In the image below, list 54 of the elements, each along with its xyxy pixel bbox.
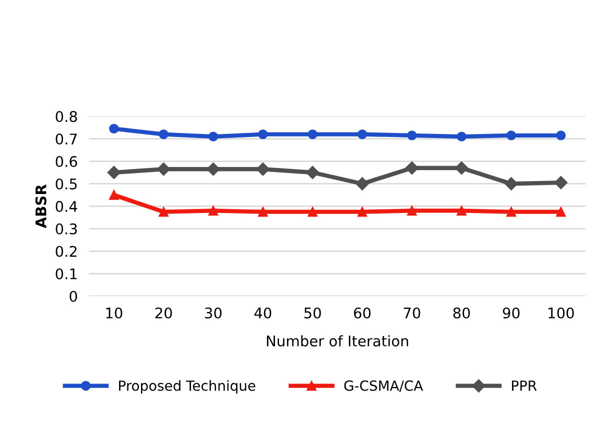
x-tick-label: 90 (502, 307, 520, 318)
x-tick-label: 20 (155, 307, 172, 318)
x-axis-title: Number of Iteration (266, 335, 408, 346)
point (109, 190, 119, 200)
x-tick-label: 60 (354, 307, 371, 318)
x-tick-label: 10 (106, 307, 122, 318)
point (456, 206, 466, 216)
point (356, 177, 369, 190)
point (258, 206, 268, 217)
point (506, 130, 516, 140)
point (208, 206, 218, 216)
text: 0 (70, 290, 78, 302)
point (456, 132, 466, 142)
y-axis-title: ABSR (35, 184, 46, 228)
y-tick-label: 0.8 (56, 111, 77, 122)
point (258, 129, 268, 140)
point (208, 132, 218, 142)
x-tick-label: 50 (304, 307, 321, 318)
point (454, 161, 468, 175)
legend-label: G-CSMA/CA (344, 380, 424, 392)
point (107, 166, 121, 180)
x-tick-label: 70 (404, 307, 420, 318)
point (256, 162, 270, 176)
y-tick-label: 0.5 (56, 178, 77, 190)
x-tick-label: 100 (548, 307, 574, 318)
point (158, 206, 168, 217)
point (357, 206, 368, 217)
point (157, 162, 170, 176)
point (407, 130, 417, 140)
y-tick-label: 0.6 (56, 156, 78, 168)
y-tick-label: 0.7 (56, 134, 77, 145)
point (308, 206, 318, 217)
point (405, 161, 419, 175)
point (158, 129, 168, 140)
y-tick-label: 0.3 (56, 223, 77, 234)
point (306, 166, 320, 180)
point (504, 177, 518, 190)
point (407, 206, 417, 216)
y-tick-label: 0.1 (56, 268, 77, 280)
x-tick-label: 80 (453, 307, 470, 318)
x-tick-label: 30 (205, 307, 222, 318)
x-tick-label: 40 (254, 307, 272, 318)
point (556, 206, 566, 217)
legend-label: PPR (512, 380, 537, 391)
point (554, 176, 568, 190)
point (506, 206, 516, 217)
y-tick-label: 0.4 (56, 200, 78, 212)
point (109, 124, 119, 134)
point (308, 129, 318, 140)
point (206, 162, 220, 176)
point (556, 130, 566, 140)
point (357, 129, 368, 140)
y-tick-label: 0.2 (56, 246, 77, 257)
legend-label: Proposed Technique (119, 380, 256, 394)
